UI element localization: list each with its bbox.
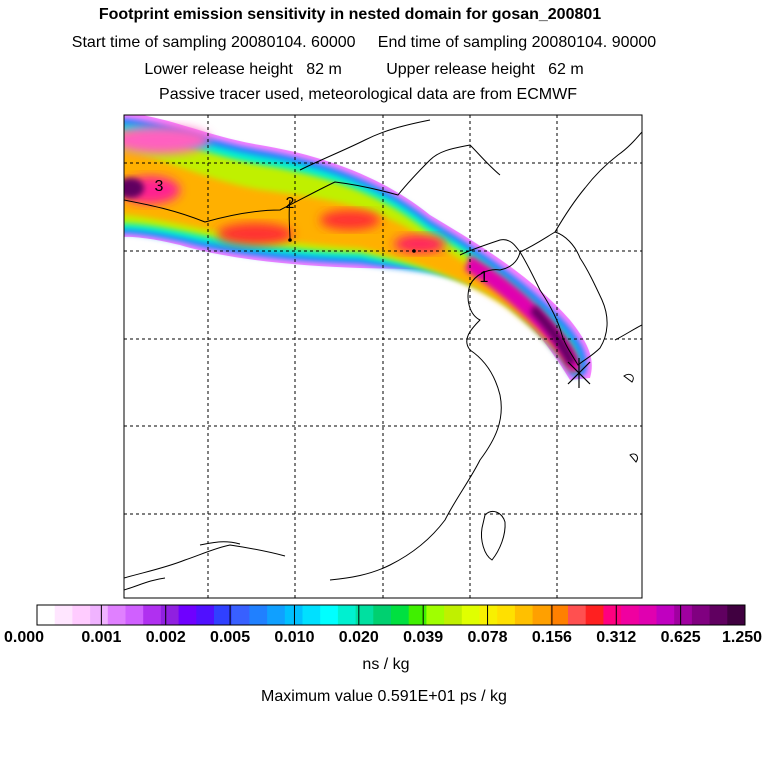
plume-field: [124, 115, 592, 380]
colorbar-swatch: [603, 605, 622, 625]
colorbar-swatch: [320, 605, 339, 625]
colorbar-swatch: [479, 605, 498, 625]
colorbar-tick-label: 0.156: [531, 629, 572, 646]
cross-icon: [567, 358, 591, 388]
colorbar-swatch: [638, 605, 657, 625]
lat-lon-grid: [124, 115, 642, 598]
plume-red-patch: [320, 210, 380, 230]
colorbar-swatch: [514, 605, 534, 625]
colorbar-swatch: [426, 605, 445, 625]
colorbar-swatch: [532, 605, 551, 625]
colorbar-tick-label: 0.020: [338, 629, 379, 646]
sampling-time-line: Start time of sampling 20080104. 60000 E…: [71, 34, 657, 51]
colorbar-swatch: [727, 605, 746, 625]
colorbar-swatch: [302, 605, 321, 625]
colorbar-swatch: [267, 605, 286, 625]
plume-pink-patch: [124, 126, 210, 154]
colorbar-tick-label: 0.001: [81, 629, 122, 646]
colorbar-tick-label: 1.250: [721, 629, 763, 646]
colorbar-swatch: [196, 605, 215, 625]
colorbar-tick-label: 0.039: [403, 629, 444, 646]
colorbar-swatch: [355, 605, 374, 625]
colorbar-swatch: [585, 605, 604, 625]
colorbar-tick-label: 0.005: [210, 629, 251, 646]
colorbar-swatch: [373, 605, 392, 625]
colorbar: [36, 604, 746, 626]
colorbar-swatch: [656, 605, 675, 625]
colorbar-swatch: [231, 605, 250, 625]
colorbar-swatch: [90, 605, 109, 625]
colorbar-swatch: [160, 605, 180, 625]
point-label-2: 2: [286, 195, 295, 212]
colorbar-swatch: [568, 605, 587, 625]
colorbar-swatch: [550, 605, 569, 625]
city-dot: [412, 249, 416, 253]
colorbar-swatch: [497, 605, 516, 625]
colorbar-swatch: [461, 605, 480, 625]
colorbar-swatch: [143, 605, 162, 625]
release-height-line: Lower release height 82 m Upper release …: [144, 61, 584, 78]
colorbar-swatch: [284, 605, 303, 625]
colorbar-swatch: [621, 605, 640, 625]
coastlines: [124, 119, 642, 591]
colorbar-swatch: [72, 605, 91, 625]
colorbar-swatch: [125, 605, 144, 625]
plume-dark-core: [530, 305, 576, 366]
colorbar-tick-label: 0.002: [145, 629, 186, 646]
colorbar-swatch: [709, 605, 728, 625]
plume-red-patch: [394, 235, 446, 253]
colorbar-swatch: [54, 605, 73, 625]
colorbar-swatch: [37, 605, 56, 625]
colorbar-tick-label: 0.010: [274, 629, 315, 646]
colorbar-swatch: [691, 605, 711, 625]
colorbar-swatch: [391, 605, 410, 625]
colorbar-tick-label: 0.078: [467, 629, 508, 646]
point-label-1: 1: [480, 269, 489, 286]
plume-red-patch: [217, 223, 293, 245]
colorbar-swatch: [178, 605, 197, 625]
colorbar-swatch: [674, 605, 693, 625]
colorbar-swatch: [337, 605, 357, 625]
colorbar-swatch: [408, 605, 427, 625]
colorbar-tick-label: 0.625: [660, 629, 701, 646]
colorbar-tick-label: 0.312: [596, 629, 637, 646]
colorbar-swatch: [214, 605, 233, 625]
city-dot: [288, 238, 292, 242]
tracer-info-line: Passive tracer used, meteorological data…: [159, 86, 577, 103]
colorbar-swatch: [107, 605, 126, 625]
colorbar-swatch: [444, 605, 463, 625]
point-label-3: 3: [155, 178, 164, 195]
colorbar-swatch: [249, 605, 268, 625]
plume-left-core: [124, 178, 144, 198]
plume-magenta-ridge: [465, 255, 581, 372]
plot-title: Footprint emission sensitivity in nested…: [98, 6, 602, 23]
colorbar-tick-label: 0.000: [3, 629, 45, 646]
map-frame: [123, 114, 643, 599]
colorbar-frame: [36, 604, 746, 626]
maximum-value-text: Maximum value 0.591E+01 ps / kg: [261, 688, 507, 705]
plume-core-orange: [124, 151, 572, 371]
colorbar-units: ns / kg: [362, 656, 410, 673]
